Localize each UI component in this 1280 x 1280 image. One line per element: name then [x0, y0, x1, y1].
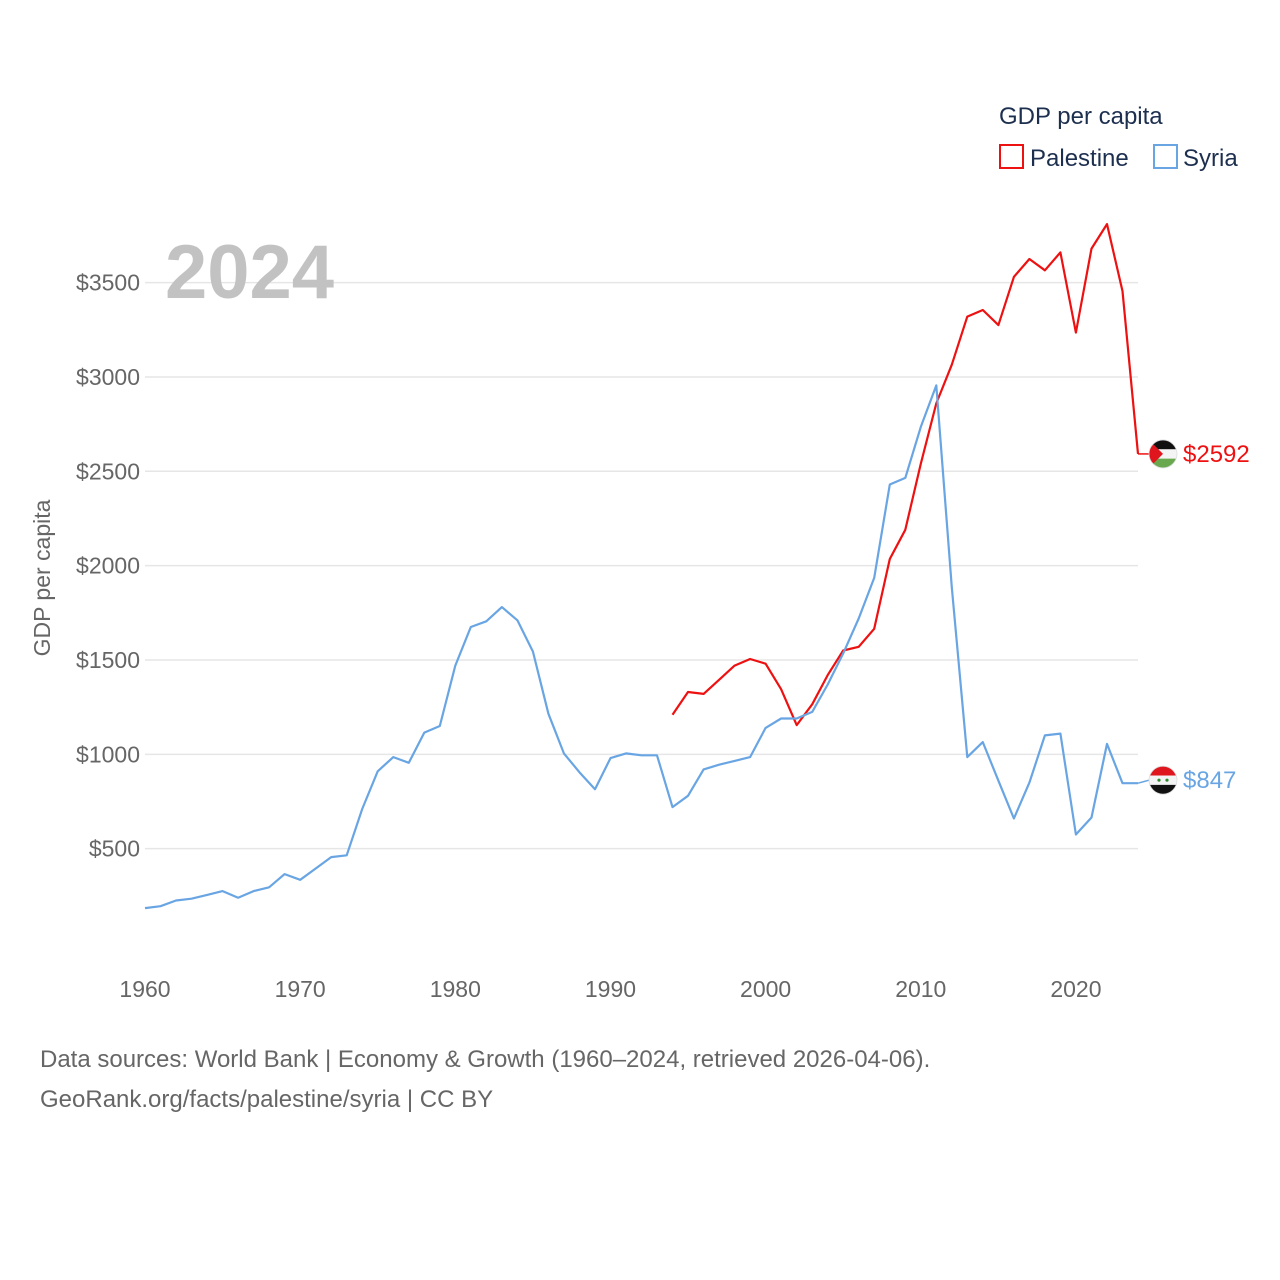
x-tick-label: 1980: [430, 976, 481, 1002]
legend-swatch-palestine[interactable]: [999, 144, 1024, 169]
series-lines: [144, 223, 1140, 910]
x-tick-label: 1970: [275, 976, 326, 1002]
legend: GDP per capita Palestine Syria: [999, 103, 1238, 172]
end-value-palestine: $2592: [1183, 441, 1250, 468]
y-tick-label: $2000: [76, 553, 140, 579]
x-axis-ticks: 1960 1970 1980 1990 2000 2010 2020: [119, 976, 1101, 1002]
x-tick-label: 1990: [585, 976, 636, 1002]
line-palestine[interactable]: [671, 223, 1140, 727]
x-tick-label: 1960: [119, 976, 170, 1002]
end-value-syria: $847: [1183, 767, 1236, 794]
legend-swatch-syria[interactable]: [1153, 144, 1178, 169]
y-tick-label: $500: [89, 836, 140, 862]
legend-entry-syria[interactable]: Syria: [1183, 145, 1238, 172]
end-labels: $2592 $847: [1137, 439, 1250, 795]
x-tick-label: 2010: [895, 976, 946, 1002]
y-tick-label: $2500: [76, 458, 140, 484]
line-syria[interactable]: [144, 384, 1138, 910]
palestine-flag-icon: [1148, 439, 1178, 469]
y-tick-label: $3000: [76, 364, 140, 390]
y-axis-ticks: $500 $1000 $1500 $2000 $2500 $3000 $3500: [76, 270, 140, 862]
source-line-2: GeoRank.org/facts/palestine/syria | CC B…: [40, 1086, 494, 1113]
x-tick-label: 2020: [1050, 976, 1101, 1002]
legend-entry-palestine[interactable]: Palestine: [1030, 145, 1129, 172]
end-connector-syria: [1137, 779, 1150, 784]
x-tick-label: 2000: [740, 976, 791, 1002]
source-line-1: Data sources: World Bank | Economy & Gro…: [40, 1046, 931, 1073]
y-axis-label: GDP per capita: [29, 499, 55, 656]
y-tick-label: $3500: [76, 270, 140, 296]
syria-flag-icon: [1148, 765, 1178, 795]
y-tick-label: $1500: [76, 647, 140, 673]
legend-title: GDP per capita: [999, 103, 1163, 130]
year-label: 2024: [165, 230, 334, 315]
gridlines: [145, 281, 1138, 850]
source-note: Data sources: World Bank | Economy & Gro…: [40, 1040, 930, 1120]
y-tick-label: $1000: [76, 741, 140, 767]
